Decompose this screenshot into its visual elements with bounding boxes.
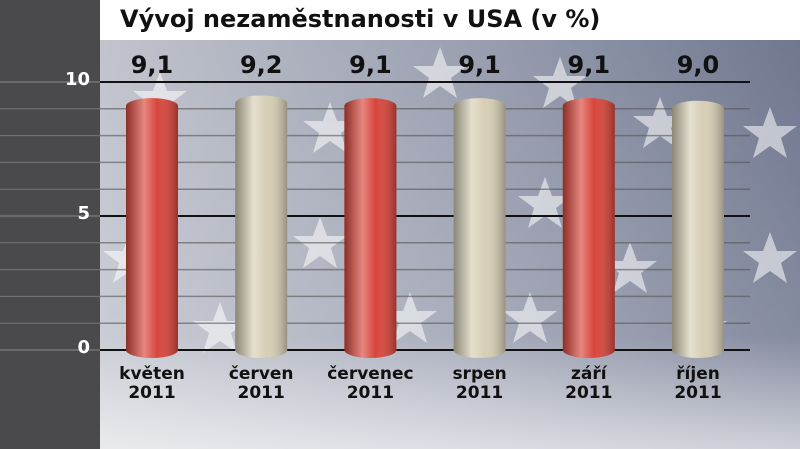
bar-shading [672, 100, 724, 359]
value-label: 9,1 [349, 51, 392, 79]
value-label: 9,1 [131, 51, 174, 79]
x-tick-label: červen 2011 [228, 364, 294, 403]
value-label: 9,1 [568, 51, 611, 79]
value-label: 9,2 [240, 51, 283, 79]
y-tick-label: 5 [77, 203, 90, 224]
chart-title: Vývoj nezaměstnanosti v USA (v %) [120, 5, 600, 33]
value-label: 9,1 [458, 51, 501, 79]
bar-shading [235, 95, 288, 358]
title-bar [100, 0, 800, 40]
x-tick-label: říjen 2011 [674, 364, 722, 403]
x-tick-label: květen 2011 [119, 364, 185, 403]
y-tick-label: 0 [77, 337, 90, 358]
bar-shading [344, 98, 397, 359]
x-tick-label: září 2011 [565, 364, 613, 403]
y-tick-label: 10 [65, 69, 90, 90]
x-tick-label: červenec 2011 [327, 364, 414, 403]
value-label: 9,0 [677, 51, 720, 79]
bar-shading [562, 98, 615, 359]
side-panel [0, 0, 100, 449]
bar-shading [453, 98, 506, 359]
x-tick-label: srpen 2011 [452, 364, 507, 403]
bar-shading [126, 98, 178, 359]
